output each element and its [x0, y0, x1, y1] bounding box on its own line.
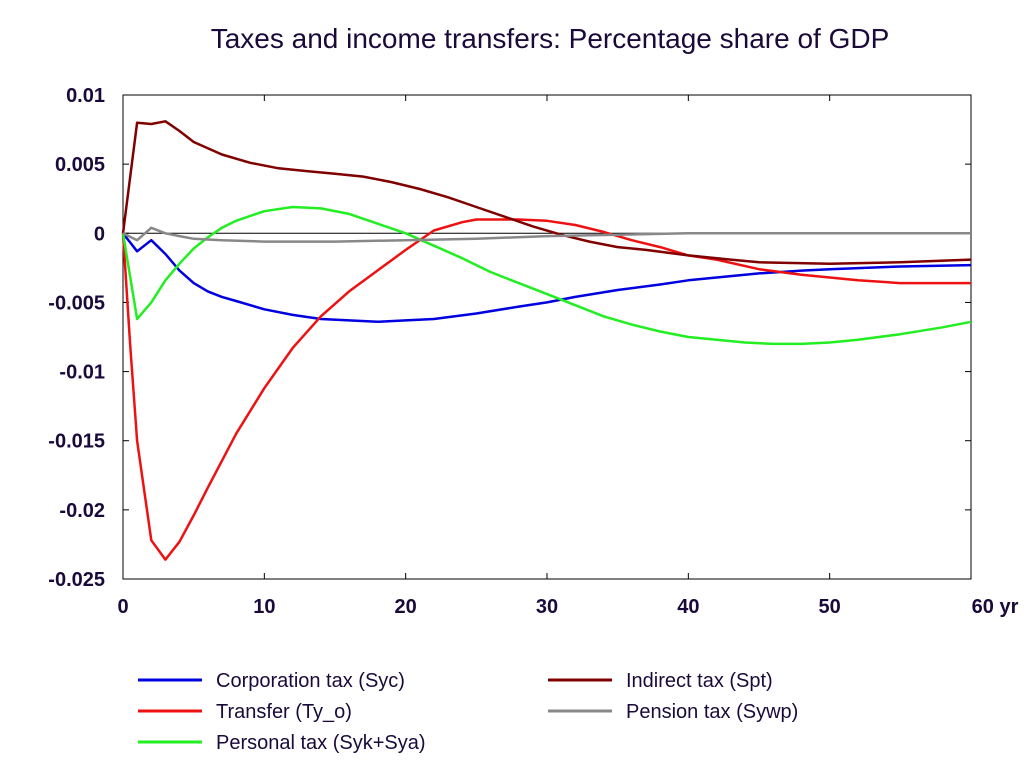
x-tick-label: 30	[536, 596, 558, 618]
y-tick-label: 0.01	[66, 85, 105, 107]
y-axis: 0.01 0.005 0 -0.005 -0.01 -0.015 -0.02 -0.025	[48, 85, 971, 591]
legend-label-pension-tax-sywp: Pension tax (Sywp)	[626, 701, 798, 723]
series-line-corporation-tax-syc	[122, 232, 972, 324]
y-tick-label: -0.015	[48, 431, 105, 453]
x-tick-label: 50	[819, 596, 841, 618]
y-tick-label: 0.005	[55, 154, 105, 176]
chart-title: Taxes and income transfers: Percentage s…	[211, 23, 890, 54]
legend-label-personal-tax-syk-sya: Personal tax (Syk+Sya)	[216, 732, 426, 754]
x-tick-label: 20	[395, 596, 417, 618]
legend-label-indirect-tax-spt: Indirect tax (Spt)	[626, 670, 773, 692]
y-tick-label: -0.025	[48, 569, 105, 591]
legend: Corporation tax (Syc) Transfer (Ty_o) Pers…	[138, 670, 798, 754]
legend-label-transfer-ty-o: Transfer (Ty_o)	[216, 701, 352, 723]
series-line-indirect-tax-spt	[121, 120, 972, 265]
y-tick-label: -0.005	[48, 292, 105, 314]
plot-frame	[122, 94, 972, 580]
series-line-transfer-ty-o	[121, 218, 971, 561]
series-line-pension-tax-sywp	[122, 226, 971, 243]
x-tick-label: 60 yr	[972, 596, 1019, 618]
y-tick-label: -0.01	[59, 362, 105, 384]
y-tick-label: -0.02	[59, 500, 105, 522]
legend-label-corporation-tax-syc: Corporation tax (Syc)	[216, 670, 405, 692]
y-tick-label: 0	[94, 223, 105, 245]
x-tick-label: 0	[117, 596, 128, 618]
x-tick-label: 10	[253, 596, 275, 618]
x-tick-label: 40	[677, 596, 699, 618]
series-line-personal-tax-syk-sya	[121, 205, 972, 346]
x-axis: 0 10 20 30 40 50 60 yr	[117, 95, 1019, 618]
series-group	[121, 120, 972, 561]
